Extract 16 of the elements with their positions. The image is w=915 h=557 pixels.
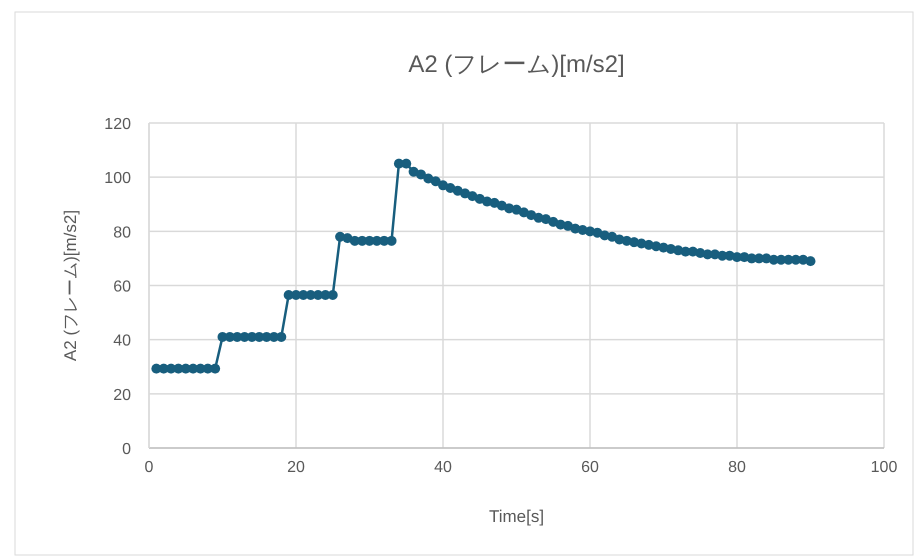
- y-tick-label: 120: [104, 116, 132, 133]
- x-axis-title: Time[s]: [488, 507, 544, 526]
- x-tick-label: 40: [434, 459, 452, 476]
- x-tick-label: 0: [144, 459, 154, 476]
- y-tick-label: 100: [104, 170, 132, 188]
- y-tick-label: 40: [113, 332, 132, 350]
- x-tick-label: 20: [287, 459, 305, 476]
- y-tick-label: 80: [113, 224, 132, 242]
- chart-title: A2 (フレーム)[m/s2]: [408, 51, 625, 78]
- y-axis-title: A2 (フレーム)[m/s2]: [61, 210, 80, 362]
- x-tick-label: 80: [728, 459, 746, 476]
- y-tick-label: 20: [113, 386, 132, 404]
- x-tick-label: 60: [581, 459, 599, 476]
- y-tick-label: 0: [122, 441, 132, 458]
- y-tick-label: 60: [113, 278, 132, 296]
- x-tick-label: 100: [870, 459, 898, 476]
